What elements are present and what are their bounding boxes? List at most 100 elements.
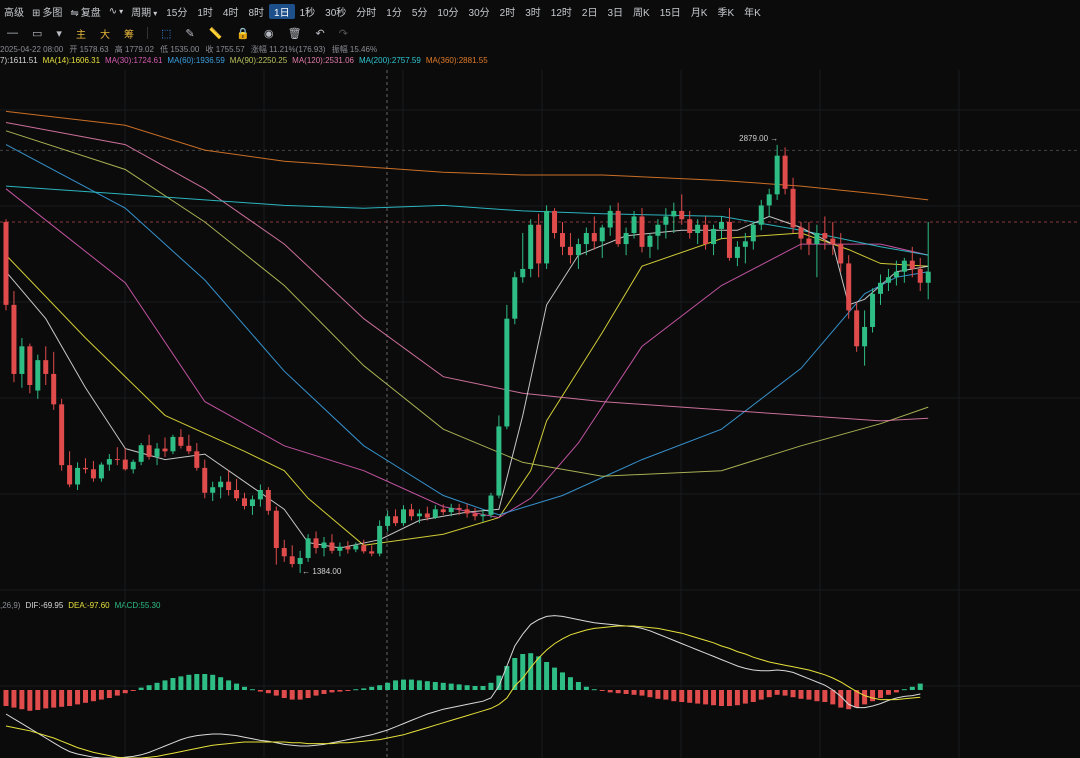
toolbar-item-1[interactable]: ⊞ 多图 [28,4,66,19]
macd-bar [719,690,724,706]
macd-bar [313,690,319,696]
ruler-icon[interactable]: 📏 [208,27,223,40]
chevron-down-icon[interactable]: ▾ [56,27,62,40]
interval-4[interactable]: 1日 [269,3,295,19]
period-label: 周期 [131,7,152,19]
candle-body [138,445,144,462]
interval-8[interactable]: 1分 [386,7,402,19]
macd-bar [663,690,669,700]
candle-body [361,545,367,552]
toolbar-item-label: 多图 [42,7,63,19]
macd-bar [639,690,645,696]
candle-body [369,551,375,554]
indicator-icon[interactable]: ∿ ▾ [105,6,127,17]
candle [408,503,414,521]
candle-body [655,224,661,236]
macd-bar [885,690,891,695]
tool-zhu[interactable]: 主 [75,29,86,41]
interval-13[interactable]: 3时 [525,7,541,19]
macd-bar [361,688,367,690]
macd-bar [782,690,788,696]
macd-bar [440,682,446,690]
redo-icon[interactable]: ↷ [338,27,348,40]
info-low: 低 1535.00 [160,45,200,54]
macd-bar [353,689,359,691]
grid-icon: ⊞ [32,7,41,19]
candle [822,216,828,250]
interval-16[interactable]: 3日 [607,7,624,19]
interval-20[interactable]: 季K [717,7,735,19]
ma-legend-item-1: MA(14):1606.31 [42,56,101,65]
interval-2[interactable]: 4时 [222,7,239,19]
macd-bar [520,654,526,690]
candle [655,219,661,250]
lock-icon[interactable]: 🔒 [236,27,250,40]
candle-body [27,346,33,385]
macd-bar [43,690,49,709]
interval-6[interactable]: 30秒 [325,7,347,19]
macd-bar [544,662,550,690]
interval-18[interactable]: 15日 [659,7,681,19]
candle-body [289,556,295,565]
candle [361,539,367,554]
macd-bar [249,689,255,691]
interval-17[interactable]: 周K [633,7,650,19]
interval-19[interactable]: 月K [690,7,708,19]
macd-bar [3,690,9,706]
select-cursor-icon[interactable]: ⬚ [160,27,172,40]
macd-bar [416,680,422,690]
interval-12[interactable]: 2时 [499,7,516,19]
candle-body [567,246,573,256]
rectangle-icon[interactable]: ▭ [32,27,43,40]
macd-bar [75,690,81,705]
candle [552,208,558,239]
interval-14[interactable]: 12时 [550,7,572,19]
macd-bar [623,690,629,694]
tool-da[interactable]: 大 [99,29,110,41]
candle [846,255,852,319]
candle-body [106,459,112,465]
macd-bar [575,682,581,690]
period-dropdown[interactable]: 周期 ▾ [127,4,161,19]
tool-chou[interactable]: 筹 [123,29,134,41]
candle [885,268,891,292]
candle-body [575,244,581,256]
candle-body [170,436,176,452]
interval-9[interactable]: 5分 [411,7,428,19]
candle-body [218,481,224,488]
interval-11[interactable]: 30分 [468,7,490,19]
interval-15[interactable]: 2日 [581,7,598,19]
interval-10[interactable]: 10分 [437,7,459,19]
interval-7[interactable]: 分时 [356,7,377,19]
interval-0[interactable]: 15分 [166,7,188,19]
interval-21[interactable]: 年K [744,7,761,19]
toolbar-item-2[interactable]: ⇋ 复盘 [66,4,104,19]
candle [814,224,820,278]
macd-bar [607,690,613,693]
eye-icon[interactable]: ◉ [263,27,274,40]
candle-body [440,509,446,513]
candle [401,505,406,526]
undo-icon[interactable]: ↶ [315,27,325,40]
toolbar: 高级 ⊞ 多图 ⇋ 复盘 ∿ ▾ 周期 ▾ 15分 1时 4时 8时 1日 1秒 30秒 分时 1分 5分 10分 3… [0,0,1080,22]
delete-icon[interactable]: 🗑 [287,27,302,40]
candle-body [774,155,780,195]
horizontal-line-icon[interactable]: — [7,27,18,39]
interval-5[interactable]: 1秒 [299,7,316,19]
toolbar-item-0[interactable]: 高级 [0,4,28,19]
candle [210,481,216,502]
candle [917,257,923,292]
candle-body [19,346,25,374]
interval-3[interactable]: 8时 [248,7,265,19]
candle-body [51,373,57,405]
pen-icon[interactable]: ✎ [185,27,195,40]
macd-bar [798,690,804,699]
candle [575,238,581,269]
candle [257,484,263,507]
candle [734,241,740,267]
candle [870,288,876,333]
interval-1[interactable]: 1时 [197,7,213,19]
macd-bar [766,690,772,698]
macd-bar [790,690,796,698]
